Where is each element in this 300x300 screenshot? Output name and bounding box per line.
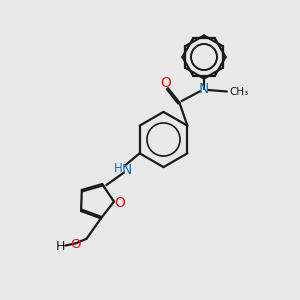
Text: H: H xyxy=(114,162,123,175)
Text: H: H xyxy=(56,240,65,253)
Text: O: O xyxy=(114,196,125,210)
Text: O: O xyxy=(70,238,81,251)
Text: CH₃: CH₃ xyxy=(230,87,249,97)
Text: N: N xyxy=(121,163,132,177)
Text: O: O xyxy=(160,76,171,90)
Text: N: N xyxy=(199,82,209,96)
